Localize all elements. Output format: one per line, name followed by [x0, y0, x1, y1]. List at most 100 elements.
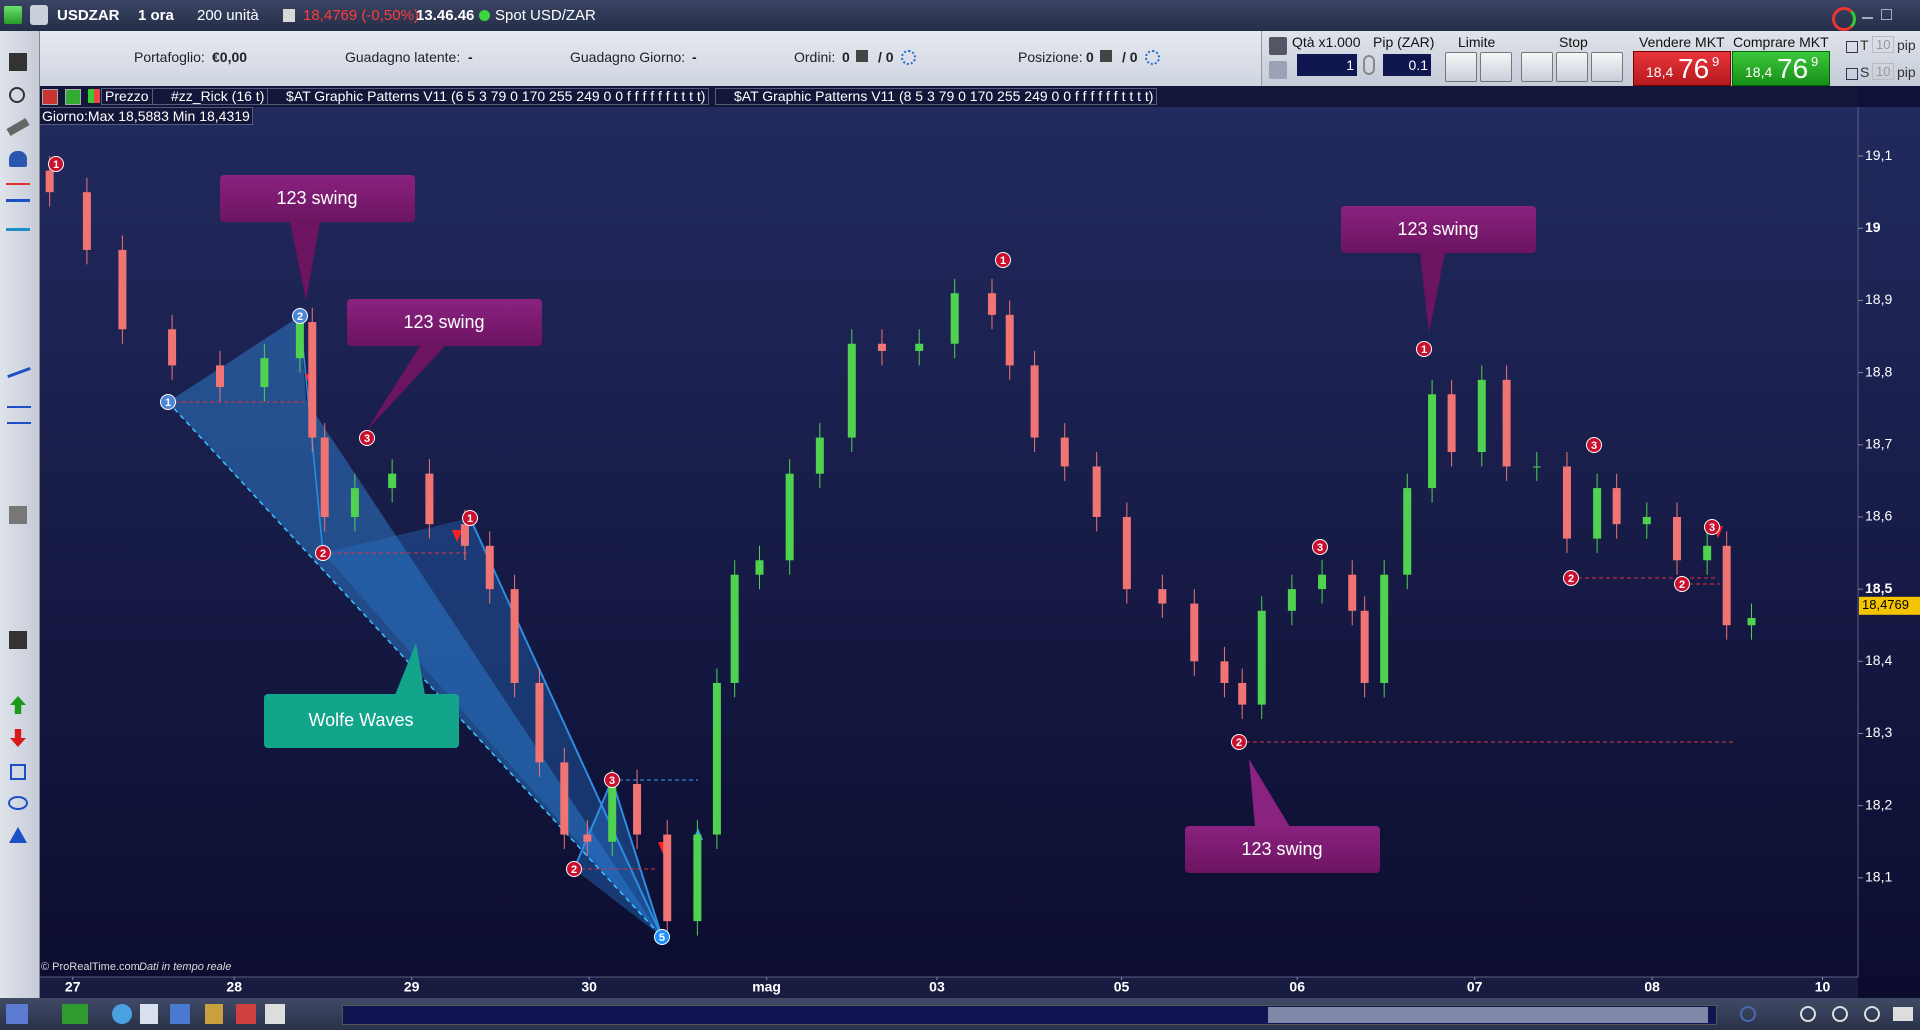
tool-ruler[interactable]: [6, 118, 30, 136]
orders-icon[interactable]: [856, 50, 868, 62]
tool[interactable]: [236, 1004, 256, 1024]
tool-rectangle[interactable]: [10, 764, 26, 780]
share[interactable]: [112, 1004, 132, 1024]
tool-arrow-up[interactable]: [10, 696, 26, 714]
units[interactable]: 200 unità: [197, 7, 259, 24]
trailing-value[interactable]: 10: [1872, 36, 1895, 53]
indicator-label[interactable]: #zz_Rick (16 t): [152, 88, 269, 105]
candle-body: [1220, 661, 1229, 683]
pip-input[interactable]: 0.1: [1383, 54, 1431, 76]
callout-pointer: [395, 643, 425, 695]
candle-body: [82, 192, 91, 250]
undo[interactable]: [1740, 1006, 1756, 1022]
candle-body: [1122, 516, 1131, 590]
link-icon[interactable]: [30, 5, 48, 25]
tool[interactable]: [265, 1004, 285, 1024]
close[interactable]: [1900, 8, 1912, 20]
candle-body: [425, 473, 434, 525]
candle-body: [1703, 545, 1712, 561]
indicator-label[interactable]: Prezzo: [101, 88, 153, 105]
zoom-out[interactable]: [1832, 1006, 1848, 1022]
keyboard[interactable]: [1893, 1007, 1913, 1021]
position-icon[interactable]: [1100, 50, 1112, 62]
keyboard-icon[interactable]: [1269, 61, 1287, 79]
tool-zoom[interactable]: [9, 87, 25, 103]
last-price-label: 18,4769: [1862, 597, 1909, 612]
tool-trend[interactable]: [6, 216, 30, 231]
indicator-label[interactable]: $AT Graphic Patterns V11 (6 5 3 79 0 170…: [267, 88, 710, 105]
symbol[interactable]: USDZAR: [57, 7, 120, 24]
tool-alert[interactable]: [9, 151, 27, 167]
trailing-checkbox[interactable]: [1846, 41, 1858, 53]
drawing-tool[interactable]: [6, 1004, 28, 1024]
candle-body: [1190, 603, 1199, 662]
candle-body: [1722, 545, 1731, 626]
tool-pointer[interactable]: [9, 53, 27, 71]
stop-label: Stop: [1559, 34, 1588, 50]
tool-arrow-down[interactable]: [10, 729, 26, 747]
pip-label: Pip (ZAR): [1373, 34, 1435, 50]
indicator-icon[interactable]: [42, 89, 58, 105]
trailing-unit: pip: [1897, 37, 1916, 53]
wolfe-line: [469, 517, 663, 938]
tool-fib[interactable]: [7, 406, 31, 424]
scroll-thumb[interactable]: [1268, 1007, 1708, 1023]
zoom[interactable]: [1800, 1006, 1816, 1022]
candle-body: [1447, 394, 1456, 453]
y-tick-label: 18,8: [1865, 363, 1892, 379]
callout: Wolfe Waves: [264, 643, 459, 748]
indicator-label[interactable]: $AT Graphic Patterns V11 (8 5 3 79 0 170…: [715, 88, 1158, 105]
candle-body: [1428, 394, 1437, 489]
tool-ellipse[interactable]: [8, 796, 28, 810]
stop-sell-button[interactable]: [1556, 52, 1588, 82]
price-change: 18,4769 (-0,50%): [303, 7, 419, 24]
tools-icon[interactable]: [1269, 37, 1287, 55]
stop-button[interactable]: [1591, 52, 1623, 82]
orders-settings[interactable]: [901, 50, 916, 65]
info-icon[interactable]: [283, 9, 295, 22]
pattern-marker: [1312, 539, 1328, 555]
clock: 13.46.46: [416, 7, 475, 24]
pattern-marker: [604, 772, 620, 788]
qty-input[interactable]: 1: [1297, 54, 1357, 76]
zoom-in[interactable]: [1864, 1006, 1880, 1022]
callout: 123 swing: [1185, 759, 1380, 873]
minimize[interactable]: [1862, 17, 1873, 19]
y-tick-label: 18,1: [1865, 869, 1892, 885]
buy-fraction: 9: [1811, 54, 1819, 69]
restore[interactable]: [1881, 9, 1892, 20]
window[interactable]: [170, 1004, 190, 1024]
limit-buy-button[interactable]: [1445, 52, 1477, 82]
stop-buy-button[interactable]: [1521, 52, 1553, 82]
candles: [45, 156, 1756, 936]
tool-copy[interactable]: [9, 506, 27, 524]
timeframe[interactable]: 1 ora: [138, 7, 174, 24]
limit-sell-button[interactable]: [1480, 52, 1512, 82]
pattern-markers: 1 2 1 2 3 1 3 2 5 1 1 3 2 3 2 2 3: [48, 156, 1720, 945]
stop-checkbox[interactable]: [1846, 68, 1858, 80]
x-tick-label: 07: [1467, 979, 1483, 995]
chart-type[interactable]: [62, 1004, 88, 1024]
feed-status: Dati in tempo reale: [139, 961, 231, 973]
stop-distance-value[interactable]: 10: [1872, 63, 1895, 80]
scrollbar[interactable]: [342, 1005, 1717, 1025]
tool[interactable]: [205, 1004, 223, 1024]
candle-body: [45, 170, 54, 193]
refresh-icon[interactable]: [1832, 7, 1856, 31]
layout[interactable]: [140, 1004, 158, 1024]
portfolio-value: €0,00: [212, 49, 248, 65]
position-settings[interactable]: [1145, 50, 1160, 65]
x-tick-label: 06: [1289, 979, 1305, 995]
indicator-icon[interactable]: [65, 89, 81, 105]
qty-spinner[interactable]: [1363, 55, 1375, 75]
candle-body: [877, 343, 886, 351]
candle-body: [1005, 314, 1014, 366]
tool-triangle[interactable]: [9, 827, 27, 843]
tool-channel[interactable]: [6, 183, 30, 202]
sell-button[interactable]: 18,4 76 9: [1633, 51, 1731, 86]
daily-value: -: [692, 49, 697, 65]
tool-text[interactable]: [9, 631, 27, 649]
buy-button[interactable]: 18,4 76 9: [1732, 51, 1830, 86]
callout: 123 swing: [220, 175, 415, 300]
tool-line[interactable]: [7, 366, 31, 379]
